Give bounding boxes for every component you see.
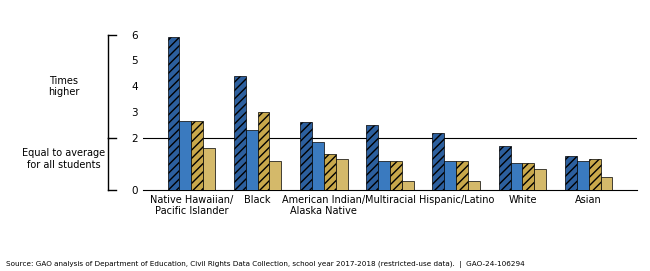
Text: Times
higher: Times higher — [48, 76, 80, 97]
Bar — [565, 156, 577, 190]
Bar — [432, 133, 445, 190]
Bar — [234, 76, 246, 190]
Bar — [589, 159, 601, 190]
Bar — [335, 159, 348, 190]
Bar — [523, 163, 534, 190]
Bar — [324, 153, 335, 190]
Bar — [577, 161, 589, 190]
Bar — [179, 121, 191, 190]
Bar — [168, 37, 179, 190]
Bar — [246, 130, 257, 190]
Bar — [499, 146, 510, 190]
Text: Source: GAO analysis of Department of Education, Civil Rights Data Collection, s: Source: GAO analysis of Department of Ed… — [6, 261, 525, 268]
Bar — [257, 112, 270, 190]
Bar — [468, 181, 480, 190]
Bar — [378, 161, 390, 190]
Bar — [300, 122, 312, 190]
Bar — [191, 121, 203, 190]
Bar — [534, 169, 546, 190]
Bar — [203, 148, 215, 190]
Bar — [601, 177, 612, 190]
Text: Equal to average
for all students: Equal to average for all students — [22, 148, 105, 170]
Bar — [510, 163, 523, 190]
Bar — [312, 142, 324, 190]
Bar — [390, 161, 402, 190]
Bar — [456, 161, 468, 190]
Bar — [445, 161, 456, 190]
Bar — [366, 125, 378, 190]
Bar — [402, 181, 414, 190]
Bar — [270, 161, 281, 190]
